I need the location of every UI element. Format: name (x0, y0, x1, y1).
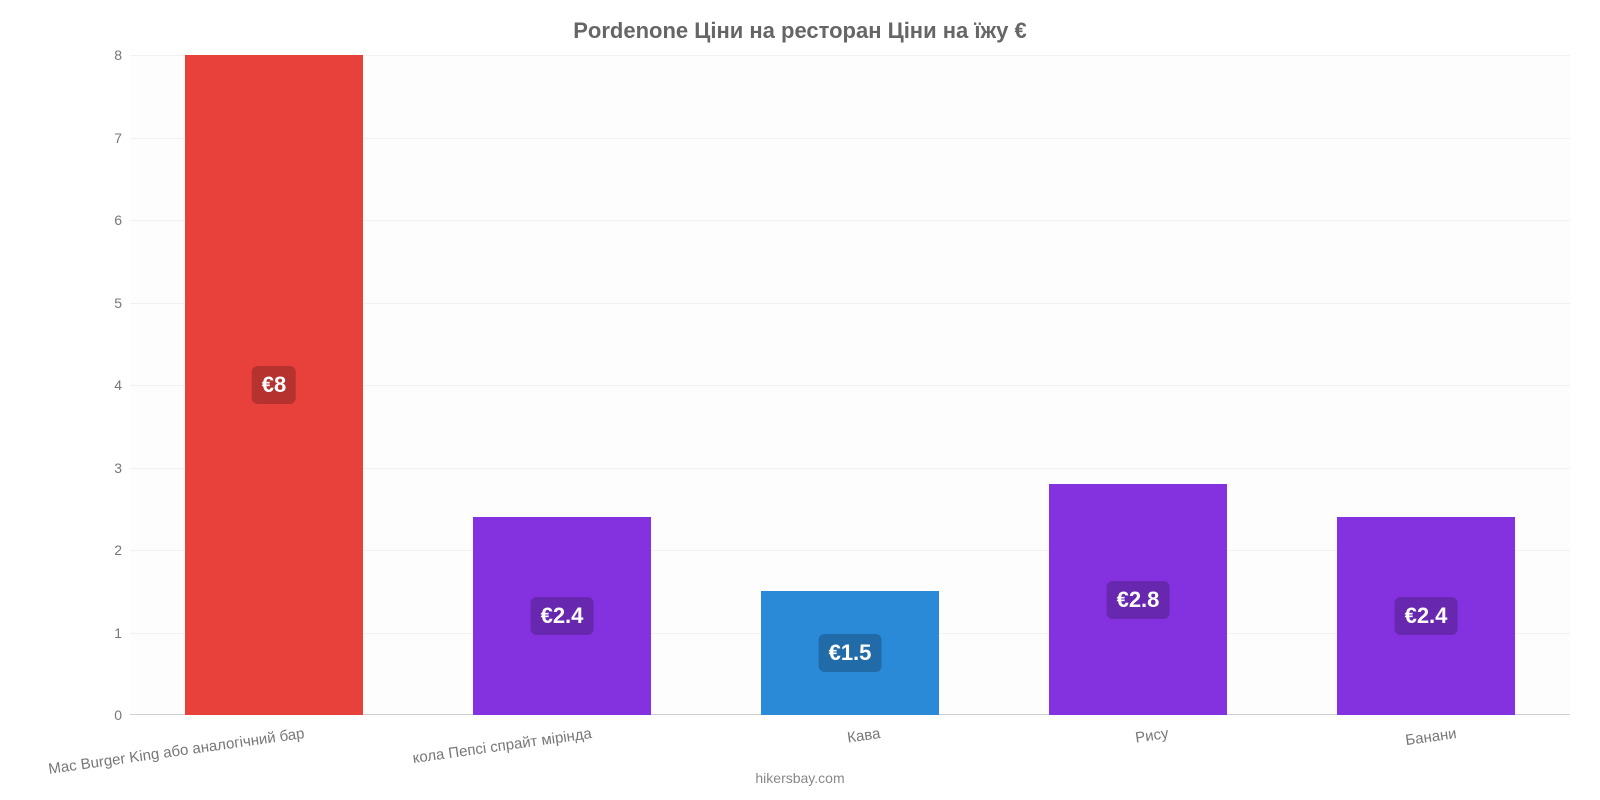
chart-title: Pordenone Ціни на ресторан Ціни на їжу € (0, 18, 1600, 44)
y-tick-label: 8 (82, 47, 122, 63)
credit-text: hikersbay.com (0, 770, 1600, 786)
y-tick-label: 7 (82, 130, 122, 146)
plot-area: €8 €2.4 €1.5 €2.8 €2.4 (130, 55, 1570, 715)
bar-value-label: €2.4 (531, 597, 594, 635)
y-tick-label: 0 (82, 707, 122, 723)
x-tick-label: кола Пепсі спрайт мірінда (412, 725, 593, 767)
bar-value-label: €2.8 (1107, 581, 1170, 619)
bar-value-label: €8 (252, 366, 296, 404)
bar-value-label: €2.4 (1395, 597, 1458, 635)
chart-container: Pordenone Ціни на ресторан Ціни на їжу €… (0, 0, 1600, 800)
y-tick-label: 1 (82, 625, 122, 641)
x-tick-label: Кава (846, 725, 881, 746)
y-tick-label: 6 (82, 212, 122, 228)
y-tick-label: 4 (82, 377, 122, 393)
x-tick-label: Банани (1404, 725, 1457, 749)
bar-value-label: €1.5 (819, 634, 882, 672)
y-tick-label: 2 (82, 542, 122, 558)
x-tick-label: Рису (1134, 725, 1169, 746)
y-tick-label: 3 (82, 460, 122, 476)
y-tick-label: 5 (82, 295, 122, 311)
